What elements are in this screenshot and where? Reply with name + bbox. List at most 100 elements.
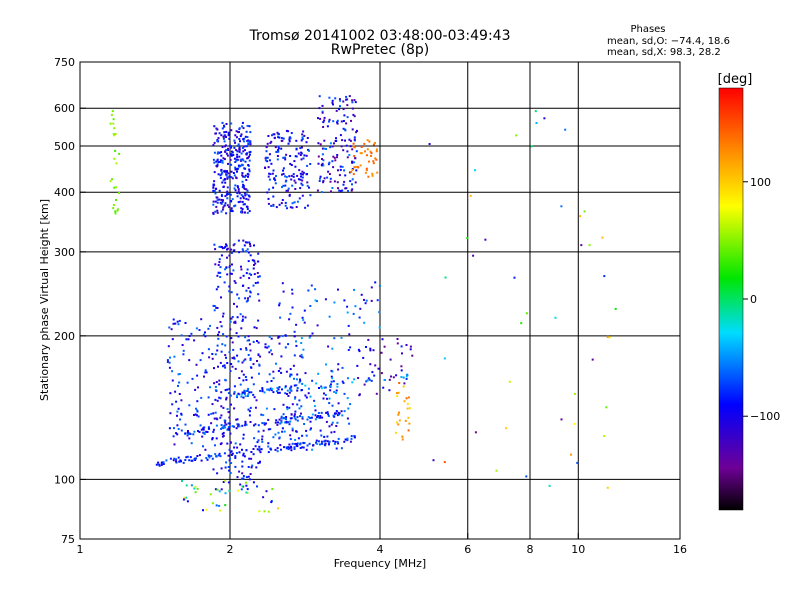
data-point [347,116,349,118]
data-point [265,343,267,345]
data-point [232,154,234,156]
data-point [315,409,317,411]
data-point [179,459,181,461]
data-point [371,371,373,373]
data-point [278,388,280,390]
data-point [212,403,214,405]
data-point [225,467,227,469]
data-point [602,237,604,239]
data-point [344,410,346,412]
data-point [264,424,266,426]
data-point [337,441,339,443]
data-point [249,154,251,156]
data-point [299,187,301,189]
data-point [296,148,298,150]
data-point [293,176,295,178]
data-point [281,418,283,420]
data-point [365,172,367,174]
data-point [113,118,115,120]
data-point [200,318,202,320]
data-point [302,319,304,321]
data-point [210,413,212,415]
data-point [325,443,327,445]
data-point [357,377,359,379]
data-point [226,397,228,399]
data-point [341,121,343,123]
data-point [333,380,335,382]
data-point [609,336,611,338]
colorbar-label: [deg] [718,72,753,87]
data-point [406,378,408,380]
data-point [257,261,259,263]
data-point [321,441,323,443]
data-point [294,354,296,356]
data-point [403,386,405,388]
data-point [247,388,249,390]
data-point [341,447,343,449]
data-point [289,423,291,425]
data-point [247,125,249,127]
data-point [200,397,202,399]
data-point [334,443,336,445]
data-point [231,450,233,452]
data-point [213,367,215,369]
data-point [275,175,277,177]
data-point [300,176,302,178]
data-point [224,452,226,454]
data-point [200,359,202,361]
data-point [282,170,284,172]
data-point [218,161,220,163]
data-point [262,389,264,391]
data-point [287,390,289,392]
data-point [220,174,222,176]
data-point [336,386,338,388]
data-point [224,480,226,482]
data-point [256,360,258,362]
data-point [253,341,255,343]
data-point [350,171,352,173]
data-point [169,412,171,414]
data-point [268,428,270,430]
data-point [242,485,244,487]
x-tick-label: 8 [527,543,534,556]
data-point [543,117,545,119]
data-point [356,365,358,367]
data-point [270,163,272,165]
data-point [241,425,243,427]
data-point [293,160,295,162]
data-point [214,142,216,144]
data-point [196,400,198,402]
data-point [229,273,231,275]
data-point [349,95,351,97]
data-point [197,411,199,413]
data-point [429,143,431,145]
data-point [278,336,280,338]
data-point [225,202,227,204]
data-point [353,155,355,157]
data-point [205,369,207,371]
data-point [248,458,250,460]
data-point [342,149,344,151]
data-point [236,452,238,454]
data-point [395,432,397,434]
data-point [369,348,371,350]
data-point [332,440,334,442]
data-point [349,346,351,348]
data-point [217,212,219,214]
data-point [269,373,271,375]
data-point [311,417,313,419]
data-point [208,414,210,416]
data-point [338,402,340,404]
data-point [230,154,232,156]
data-point [411,355,413,357]
data-point [338,108,340,110]
data-point [230,462,232,464]
data-point [111,178,113,180]
data-point [223,432,225,434]
data-point [330,178,332,180]
data-point [285,421,287,423]
data-point [210,493,212,495]
data-point [213,429,215,431]
